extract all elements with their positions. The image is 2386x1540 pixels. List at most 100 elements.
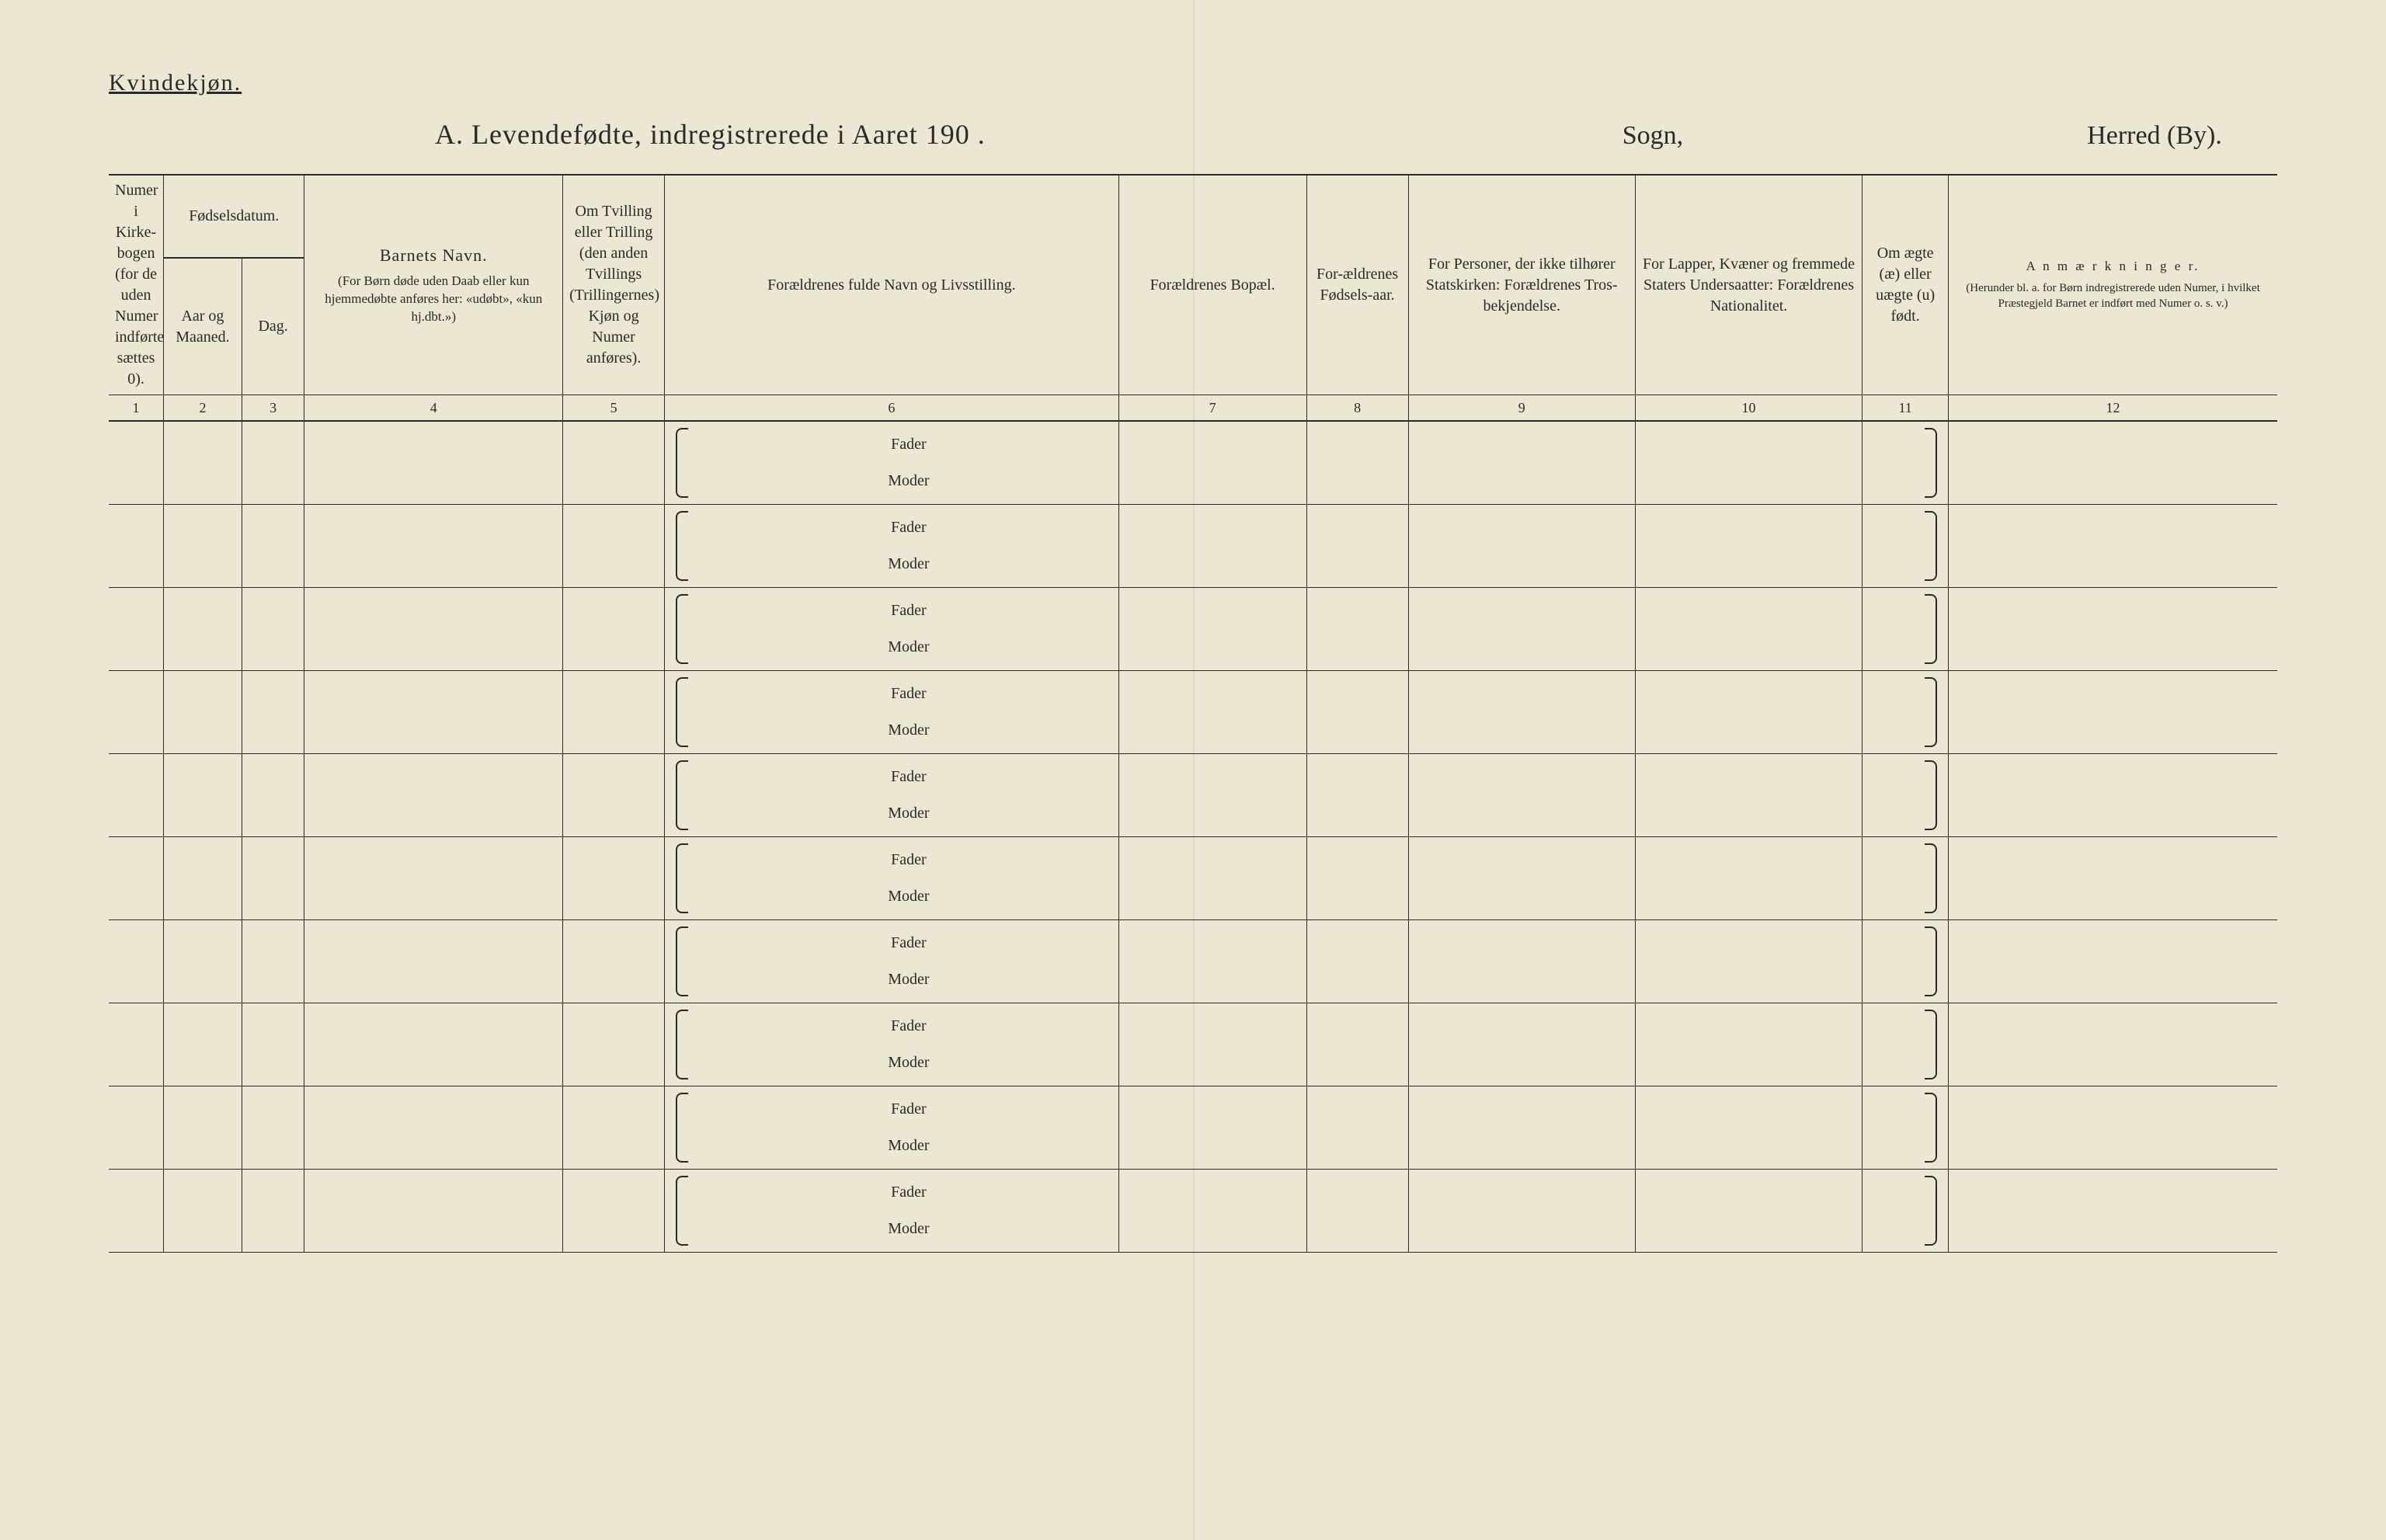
cell [242,505,304,588]
cell [1863,754,1949,837]
moder-label: Moder [696,1128,1112,1164]
cell [109,421,164,505]
cell [164,671,242,754]
cell [164,754,242,837]
cell [304,1086,563,1170]
cell [1949,1086,2277,1170]
brace-right-icon [1925,926,1937,996]
cell [242,837,304,920]
cell [1863,1086,1949,1170]
cell: FaderModer [665,1086,1119,1170]
cell [563,920,665,1003]
sogn-label: Sogn, [1623,121,1683,151]
cell [563,1086,665,1170]
cell [304,754,563,837]
col-4-sub: (For Børn døde uden Daab eller kun hjemm… [311,273,556,326]
brace-left-icon [676,1176,688,1246]
colnum-2: 2 [164,395,242,422]
col-8-header: For-ældrenes Fødsels-aar. [1306,175,1408,395]
col-4-header: Barnets Navn. (For Børn døde uden Daab e… [304,175,563,395]
cell [1949,920,2277,1003]
cell [1949,421,2277,505]
brace-left-icon [676,594,688,664]
brace-left-icon [676,843,688,913]
cell [164,920,242,1003]
cell [242,1003,304,1086]
cell [1949,671,2277,754]
cell [1863,421,1949,505]
col-5-header: Om Tvilling eller Trilling (den anden Tv… [563,175,665,395]
fader-label: Fader [696,509,1112,546]
cell [1306,920,1408,1003]
brace-left-icon [676,428,688,498]
cell [109,837,164,920]
colnum-12: 12 [1949,395,2277,422]
cell [1949,1170,2277,1253]
cell [1635,421,1862,505]
col-11-header: Om ægte (æ) eller uægte (u) født. [1863,175,1949,395]
colnum-7: 7 [1118,395,1306,422]
herred-label: Herred (By). [2087,121,2222,151]
cell [304,837,563,920]
brace-right-icon [1925,428,1937,498]
brace-right-icon [1925,511,1937,581]
cell [1635,754,1862,837]
brace-right-icon [1925,594,1937,664]
brace-left-icon [676,511,688,581]
fader-label: Fader [696,593,1112,629]
cell [109,1086,164,1170]
brace-left-icon [676,677,688,747]
cell [563,1003,665,1086]
cell: FaderModer [665,837,1119,920]
cell [1863,588,1949,671]
brace-left-icon [676,926,688,996]
cell: FaderModer [665,1170,1119,1253]
cell [1306,1003,1408,1086]
cell [304,920,563,1003]
cell [563,505,665,588]
cell: FaderModer [665,588,1119,671]
brace-right-icon [1925,1093,1937,1163]
cell [1949,1003,2277,1086]
cell [1306,837,1408,920]
col-9-header: For Personer, der ikke tilhører Statskir… [1408,175,1635,395]
colnum-3: 3 [242,395,304,422]
moder-label: Moder [696,712,1112,749]
cell [1408,1170,1635,1253]
fader-label: Fader [696,1091,1112,1128]
cell [1635,588,1862,671]
cell [1306,1086,1408,1170]
colnum-10: 10 [1635,395,1862,422]
cell [109,1003,164,1086]
cell [109,671,164,754]
cell [1408,1003,1635,1086]
cell [1118,1003,1306,1086]
cell [164,588,242,671]
cell: FaderModer [665,754,1119,837]
cell [1863,837,1949,920]
cell [164,421,242,505]
fader-label: Fader [696,925,1112,961]
cell [563,671,665,754]
brace-left-icon [676,1093,688,1163]
cell [1118,671,1306,754]
fader-label: Fader [696,1174,1112,1211]
cell [1635,671,1862,754]
cell [1408,671,1635,754]
cell [1408,588,1635,671]
cell: FaderModer [665,1003,1119,1086]
cell [563,837,665,920]
fader-label: Fader [696,842,1112,878]
cell [1635,837,1862,920]
cell [242,1086,304,1170]
cell [563,754,665,837]
fader-label: Fader [696,759,1112,795]
brace-right-icon [1925,677,1937,747]
fader-label: Fader [696,676,1112,712]
cell [1863,671,1949,754]
cell [1408,837,1635,920]
cell [242,588,304,671]
cell [304,1003,563,1086]
col-12-main: A n m æ r k n i n g e r. [1955,258,2271,276]
cell [563,421,665,505]
